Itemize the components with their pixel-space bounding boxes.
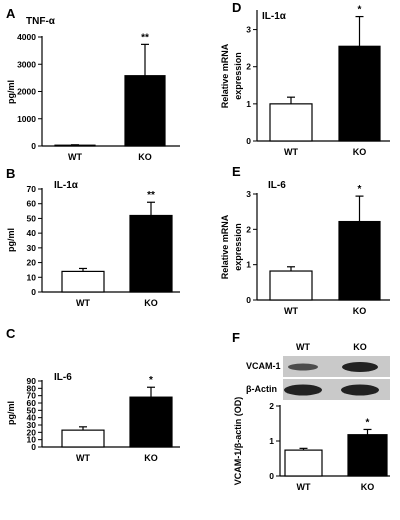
panel-b-xtick-label-ko: KO: [144, 298, 158, 308]
panel-e-xtick-label-ko: KO: [353, 306, 367, 316]
panel-d-ytick-label: 3: [246, 25, 251, 35]
panel-e-ytick-label: 0: [246, 295, 251, 305]
blot-row-label-0: VCAM-1: [246, 361, 281, 371]
panel-f-ylabel: VCAM-1/β-actin (OD): [233, 397, 243, 486]
panel-b-title: IL-1α: [54, 180, 79, 191]
panel-a-xtick-label-ko: KO: [138, 152, 152, 162]
panel-f-bar-wt: [284, 449, 323, 477]
panel-f-xtick-label-wt: WT: [297, 482, 311, 492]
panel-d-ytick-label: 1: [246, 99, 251, 109]
panel-e-ylabel-line2: expression: [233, 223, 243, 271]
panel-c-ytick-label: 80: [27, 383, 37, 393]
panel-a-ytick-label: 3000: [17, 59, 36, 69]
panel-b-bar-ko: [129, 214, 173, 293]
panel-c-ylabel: pg/ml: [6, 401, 16, 425]
panel-c-ytick-label: 40: [27, 413, 37, 423]
panel-f-xtick-label-ko: KO: [361, 482, 375, 492]
panel-d-letter: D: [232, 0, 241, 15]
panel-b-ytick-label: 60: [27, 199, 37, 209]
panel-e-ytick-label: 3: [246, 189, 251, 199]
blot-band-vcam1-ko: [342, 362, 378, 372]
panel-a-ytick-label: 1000: [17, 114, 36, 124]
panel-c-xtick-label-wt: WT: [76, 453, 90, 463]
panel-a-ytick-label: 2000: [17, 87, 36, 97]
panel-b-ytick-label: 0: [31, 287, 36, 297]
panel-e-significance: *: [358, 184, 362, 195]
panel-d-ytick-label: 0: [246, 136, 251, 146]
panel-b-xtick-label-wt: WT: [76, 298, 90, 308]
blot-lane-label-wt: WT: [296, 342, 310, 352]
panel-a-ylabel: pg/ml: [6, 80, 16, 104]
panel-d-xtick-label-ko: KO: [353, 147, 367, 157]
panel-b: B IL-1α pg/ml 0 10 20 30 40 50 60 70 WT KO **: [6, 166, 180, 308]
panel-c-bar-wt: [61, 429, 105, 448]
panel-a: A TNF-α pg/ml 0 1000 2000 3000 4000 WT KO **: [6, 6, 180, 162]
panel-a-letter: A: [6, 6, 16, 21]
panel-f-letter: F: [232, 330, 240, 345]
blot-lane-label-ko: KO: [353, 342, 367, 352]
panel-a-ytick-label: 0: [31, 141, 36, 151]
panel-e-title: IL-6: [268, 180, 286, 191]
panel-b-letter: B: [6, 166, 15, 181]
blot-band-actin-ko: [341, 384, 379, 396]
panel-d-ytick-label: 2: [246, 62, 251, 72]
panel-e-ylabel-line1: Relative mRNA: [220, 214, 230, 279]
panel-b-bar-wt: [61, 270, 105, 293]
panel-e-xtick-label-wt: WT: [284, 306, 298, 316]
panel-c-bar-ko: [129, 396, 173, 448]
panel-b-ytick-label: 30: [27, 243, 37, 253]
panel-c-ytick-label: 60: [27, 398, 37, 408]
panel-c-ytick-label: 90: [27, 376, 37, 386]
panel-a-title: TNF-α: [26, 16, 56, 27]
panel-b-ytick-label: 20: [27, 258, 37, 268]
blot-band-vcam1-wt: [288, 363, 318, 371]
panel-d-xtick-label-wt: WT: [284, 147, 298, 157]
panel-c-significance: *: [149, 375, 153, 386]
panel-f: F VCAM-1/β-actin (OD) 0 1 2 WT KO * WT KO VCAM-1 β-…: [232, 330, 390, 492]
panel-c-ytick-label: 0: [31, 442, 36, 452]
panel-e: E IL-6 Relative mRNA expression 0 1 2 3 WT KO *: [220, 164, 390, 316]
panel-c-title: IL-6: [54, 372, 72, 383]
blot-row-label-1: β-Actin: [246, 384, 277, 394]
panel-c-xtick-label-ko: KO: [144, 453, 158, 463]
panel-c-ytick-label: 70: [27, 391, 37, 401]
panel-d-title: IL-1α: [262, 11, 287, 22]
panel-b-ytick-label: 10: [27, 272, 37, 282]
panel-e-ytick-label: 2: [246, 224, 251, 234]
panel-f-significance: *: [366, 417, 370, 428]
panel-b-ytick-label: 70: [27, 184, 37, 194]
panel-e-bar-wt: [269, 270, 313, 301]
panel-e-ytick-label: 1: [246, 260, 251, 270]
panel-d: D IL-1α Relative mRNA expression 0 1 2 3 WT KO *: [220, 0, 390, 157]
panel-a-ytick-label: 4000: [17, 32, 36, 42]
panel-f-bar-ko: [347, 434, 388, 477]
panel-f-ytick-label: 1: [269, 436, 274, 446]
panel-b-ytick-label: 40: [27, 228, 37, 238]
panel-d-ylabel-line2: expression: [233, 52, 243, 100]
panel-d-bar-wt: [269, 103, 313, 142]
panel-d-ylabel-line1: Relative mRNA: [220, 43, 230, 108]
panel-c-ytick-label: 20: [27, 427, 37, 437]
panel-c-ytick-label: 30: [27, 420, 37, 430]
panel-b-ylabel: pg/ml: [6, 228, 16, 252]
panel-a-significance: **: [141, 32, 149, 43]
panel-f-ytick-label: 0: [269, 471, 274, 481]
panel-c-ytick-label: 50: [27, 405, 37, 415]
western-blot: WT KO VCAM-1 β-Actin: [246, 342, 390, 400]
panel-b-ytick-label: 50: [27, 213, 37, 223]
panel-a-xtick-label-wt: WT: [68, 152, 82, 162]
panel-e-bar-ko: [338, 220, 381, 301]
panel-a-bar-ko: [124, 75, 166, 147]
panel-d-significance: *: [358, 5, 362, 16]
panel-e-letter: E: [232, 164, 241, 179]
blot-band-actin-wt: [284, 384, 322, 396]
panel-d-bar-ko: [338, 45, 381, 142]
panel-c-letter: C: [6, 326, 16, 341]
panel-b-significance: **: [147, 190, 155, 201]
panel-c-ytick-label: 10: [27, 435, 37, 445]
panel-f-ytick-label: 2: [269, 401, 274, 411]
